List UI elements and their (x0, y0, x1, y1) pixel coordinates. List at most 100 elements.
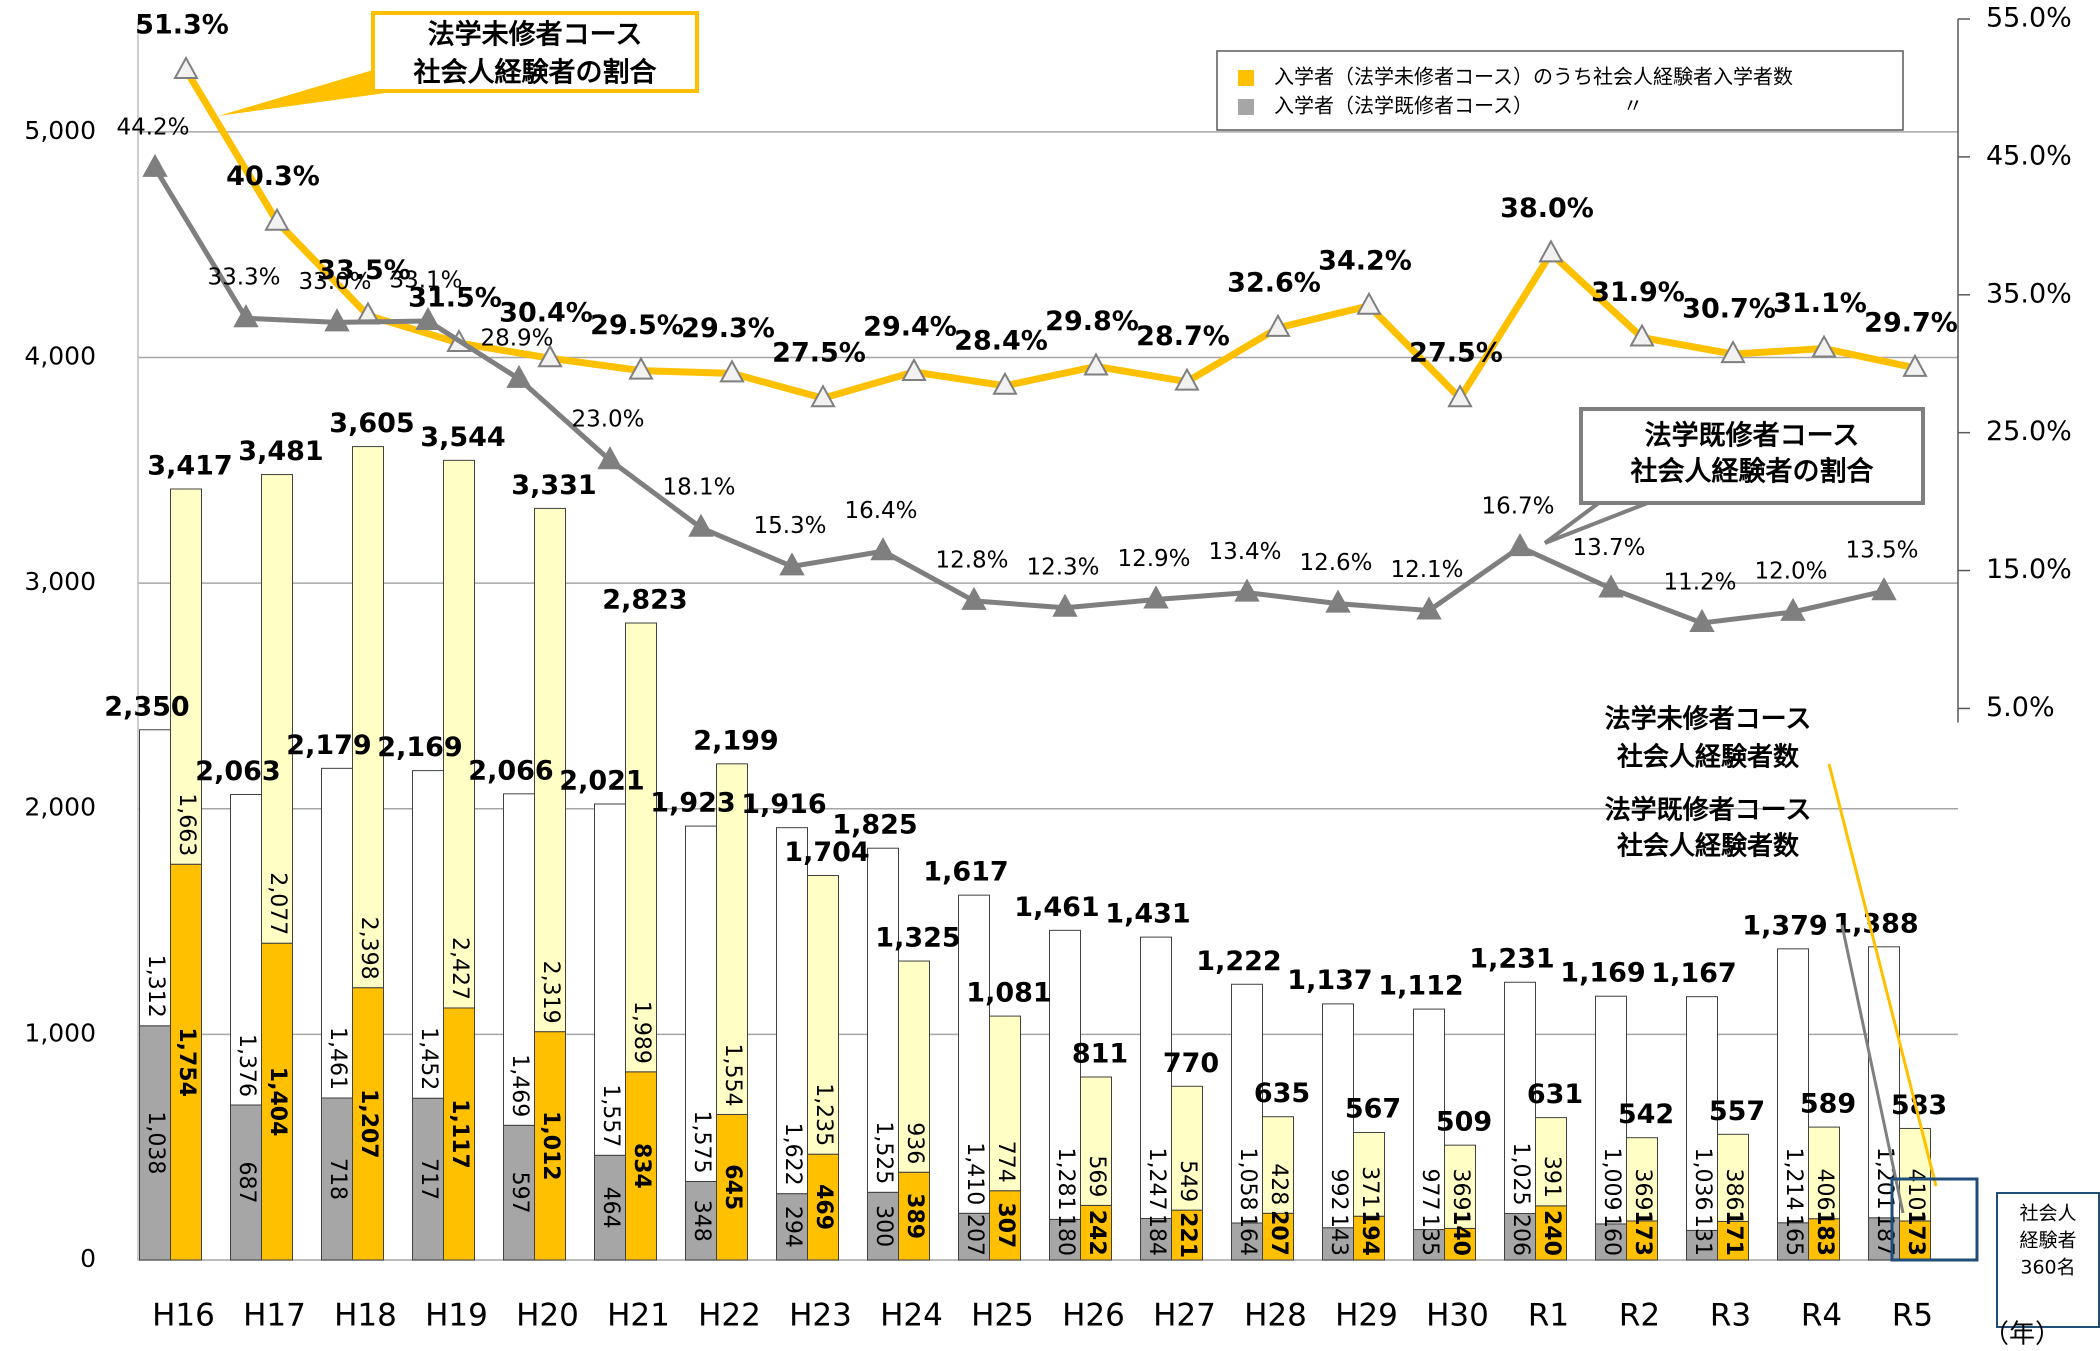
bar-value-label: 183 (1812, 1210, 1837, 1256)
line-marker (688, 513, 714, 537)
bar-value-label: 242 (1084, 1210, 1109, 1256)
line-value-label: 29.5% (590, 310, 684, 341)
bar (1686, 1229, 1718, 1261)
line-marker (992, 371, 1018, 395)
bar (352, 987, 384, 1261)
bar-value-label: 1,461 (325, 1027, 350, 1090)
bar-value-label: 348 (689, 1200, 714, 1242)
total-label: 2,179 (286, 730, 371, 761)
bar-value-label: 207 (1266, 1210, 1291, 1256)
bar (625, 622, 657, 1073)
total-label: 2,063 (195, 756, 280, 787)
bar (1686, 996, 1718, 1231)
line-marker (1902, 353, 1928, 377)
bar-value-label: 140 (1448, 1210, 1473, 1256)
bar (625, 1071, 657, 1261)
bar (1413, 1008, 1445, 1231)
bar (716, 1113, 748, 1261)
bar (1899, 1220, 1931, 1261)
line-marker (779, 552, 805, 576)
bar-value-label: 2,398 (356, 917, 381, 980)
line-marker (1871, 577, 1897, 601)
bar (1444, 1227, 1476, 1261)
total-label: 1,222 (1196, 946, 1281, 977)
annotation-text: 社会人 (2019, 1203, 2076, 1225)
bar (685, 1180, 717, 1261)
x-tick-label: H17 (243, 1298, 306, 1334)
annotation-box (1579, 407, 1925, 505)
bar-value-label: 2,319 (538, 961, 563, 1024)
x-tick-label: H27 (1153, 1298, 1216, 1334)
bar (1777, 1222, 1809, 1261)
total-label: 1,388 (1833, 908, 1918, 939)
line-marker (233, 304, 259, 328)
callout-pointer (218, 70, 400, 116)
bar (1504, 1213, 1536, 1261)
line-marker (324, 308, 350, 332)
legend-label: 入学者（法学既修者コース） 〃 (1274, 94, 1643, 118)
line-value-label: 28.4% (954, 325, 1048, 356)
line-marker (1538, 239, 1564, 263)
x-tick-label: R1 (1528, 1298, 1569, 1334)
line-value-label: 28.9% (480, 325, 553, 351)
annotation-text: 360名 (2020, 1257, 2075, 1279)
total-label: 589 (1800, 1089, 1856, 1120)
legend-swatch (1238, 99, 1254, 115)
line-marker (142, 153, 168, 177)
line-value-label: 44.2% (116, 114, 189, 140)
total-label: 1,923 (650, 788, 735, 819)
line-marker (1356, 291, 1382, 315)
bar (898, 960, 930, 1173)
total-label: 631 (1527, 1079, 1583, 1110)
bar-value-label: 206 (1508, 1214, 1533, 1256)
x-tick-label: H16 (152, 1298, 215, 1334)
line-marker (1689, 608, 1715, 632)
legend-box (1216, 50, 1904, 131)
bar-value-label: 992 (1326, 1169, 1351, 1211)
bar-value-label: 143 (1326, 1214, 1351, 1256)
bar (1717, 1220, 1749, 1261)
bar-value-label: 307 (993, 1202, 1018, 1248)
line-value-label: 23.0% (571, 407, 644, 433)
total-label: 1,112 (1378, 971, 1463, 1002)
bar (1444, 1144, 1476, 1229)
bar-value-label: 406 (1812, 1169, 1837, 1211)
line-value-label: 32.6% (1227, 267, 1321, 298)
line-value-label: 33.3% (207, 265, 280, 291)
bar-value-label: 1,247 (1144, 1147, 1169, 1210)
bar (594, 803, 626, 1156)
bar (503, 793, 535, 1126)
annotation-text: 社会人経験者の割合 (414, 57, 657, 89)
line-marker (173, 55, 199, 80)
bar-value-label: 1,410 (962, 1142, 987, 1205)
bar-value-label: 549 (1175, 1160, 1200, 1202)
x-tick-label: H23 (789, 1298, 852, 1334)
bar (1322, 1003, 1354, 1229)
line-marker (1811, 334, 1837, 358)
bar (1626, 1137, 1658, 1222)
bar-value-label: 1,281 (1053, 1148, 1078, 1211)
line-value-label: 18.1% (662, 474, 735, 500)
bar-value-label: 389 (902, 1193, 927, 1239)
bar-value-label: 386 (1721, 1169, 1746, 1211)
bar-value-label: 1,207 (356, 1089, 381, 1159)
line-value-label: 30.4% (499, 298, 593, 329)
annotation-text: 社会人経験者数 (1617, 742, 1800, 773)
x-tick-label: H30 (1426, 1298, 1489, 1334)
bar-value-label: 194 (1357, 1210, 1382, 1256)
bar-value-label: 1,009 (1599, 1148, 1624, 1211)
bar-value-label: 2,427 (447, 937, 472, 1000)
total-label: 1,169 (1560, 958, 1645, 989)
line-marker (597, 446, 623, 470)
total-label: 3,417 (147, 451, 232, 482)
x-tick-label: R4 (1801, 1298, 1842, 1334)
bar (443, 459, 475, 1009)
bar (685, 825, 717, 1182)
bar (1868, 1217, 1900, 1261)
bar (261, 474, 293, 944)
bar-value-label: 1,754 (174, 1027, 199, 1097)
bar-value-label: 1,038 (143, 1111, 168, 1174)
bar (1080, 1076, 1112, 1206)
line-value-label: 33.0% (298, 269, 371, 295)
bar-value-label: 369 (1448, 1169, 1473, 1211)
